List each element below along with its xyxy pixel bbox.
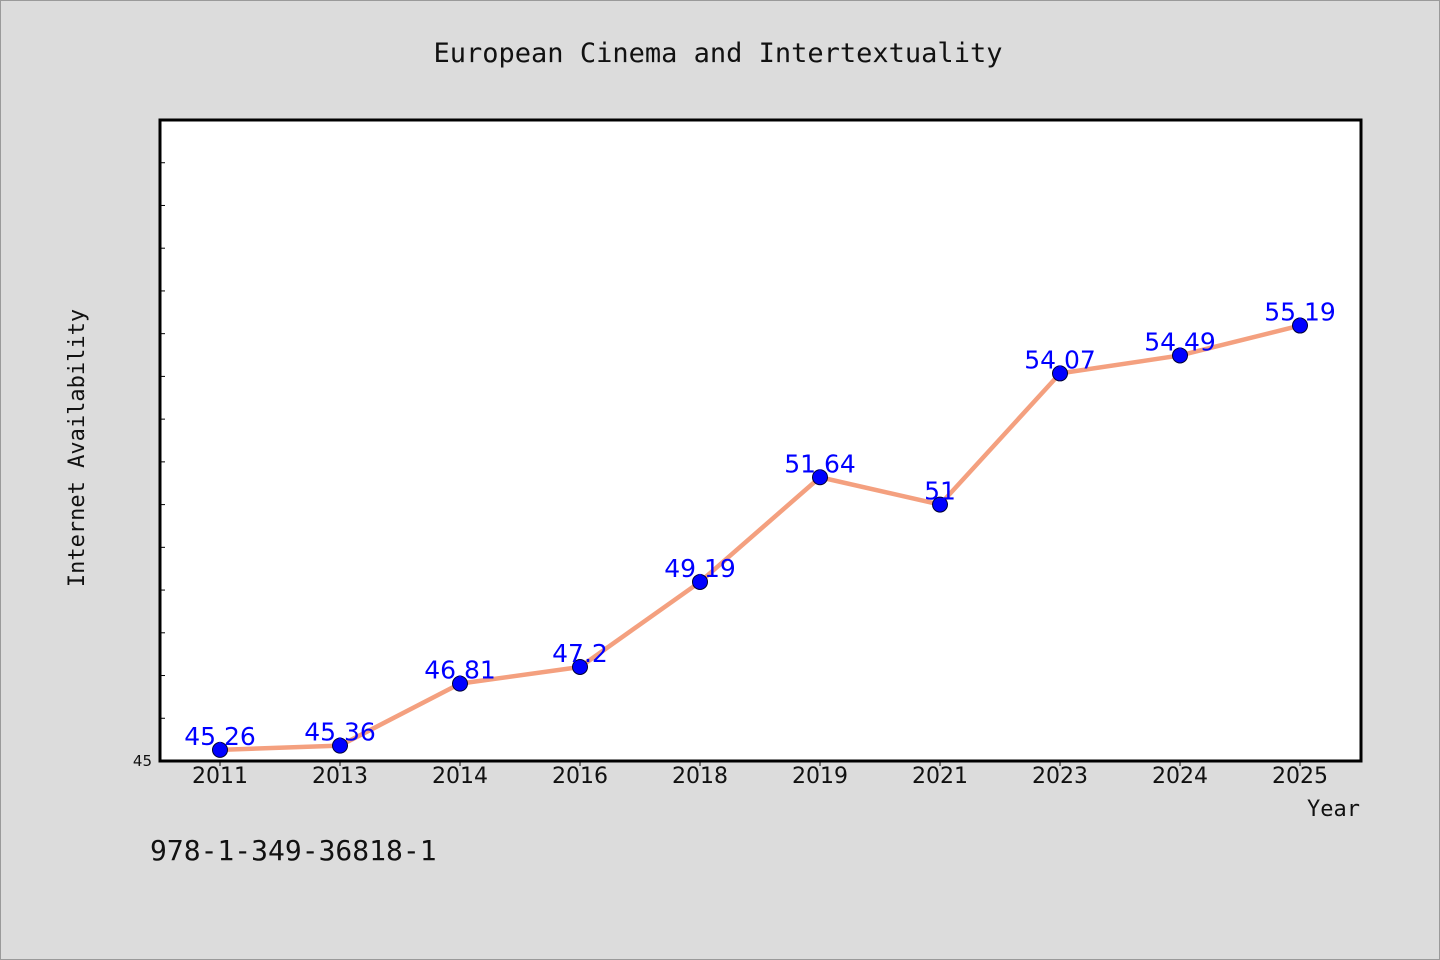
x-tick-label: 2014 [432, 764, 488, 789]
data-label: 54.07 [1024, 345, 1096, 374]
x-tick-label: 2025 [1272, 764, 1328, 789]
x-tick-label: 2021 [912, 764, 968, 789]
x-tick-label: 2023 [1032, 764, 1088, 789]
data-label: 51 [924, 477, 956, 506]
data-point [692, 573, 708, 590]
data-point [332, 737, 348, 754]
data-label: 45.26 [184, 722, 256, 751]
data-point [1172, 347, 1188, 364]
y-tick-label: 45 [133, 752, 152, 770]
data-point [212, 741, 228, 758]
series-line [217, 323, 1303, 753]
data-point [1052, 365, 1068, 382]
data-point [812, 469, 828, 486]
data-label: 47.2 [552, 639, 608, 668]
x-tick-label: 2018 [672, 764, 728, 789]
data-point [932, 496, 948, 513]
data-point [1292, 317, 1308, 334]
x-axis-ticks: 2011 2013 2014 2016 2018 2019 2021 2023 2024 2025 [192, 761, 1328, 789]
data-label: 51.64 [784, 449, 856, 478]
data-point [452, 675, 468, 692]
data-label: 45.36 [304, 718, 376, 747]
x-tick-label: 2013 [312, 764, 368, 789]
y-axis-label: Internet Availability [65, 309, 90, 587]
x-axis-label: Year [1307, 797, 1360, 822]
chart-title: European Cinema and Intertextuality [434, 38, 1003, 69]
x-tick-label: 2016 [552, 764, 608, 789]
x-tick-label: 2011 [192, 764, 248, 789]
x-tick-label: 2024 [1152, 764, 1208, 789]
data-label: 54.49 [1144, 327, 1216, 356]
data-point [572, 658, 588, 675]
isbn-text: 978-1-349-36818-1 [150, 834, 437, 867]
data-label: 46.81 [424, 656, 496, 685]
plot-frame [158, 118, 1363, 763]
data-labels: 45.26 45.36 46.81 47.2 49.19 51.64 51 54.07 54.4… [184, 298, 1336, 751]
series-layer [212, 317, 1308, 758]
plot-area [160, 120, 1361, 761]
data-label: 55.19 [1264, 298, 1336, 327]
data-label: 49.19 [664, 554, 736, 583]
x-tick-label: 2019 [792, 764, 848, 789]
